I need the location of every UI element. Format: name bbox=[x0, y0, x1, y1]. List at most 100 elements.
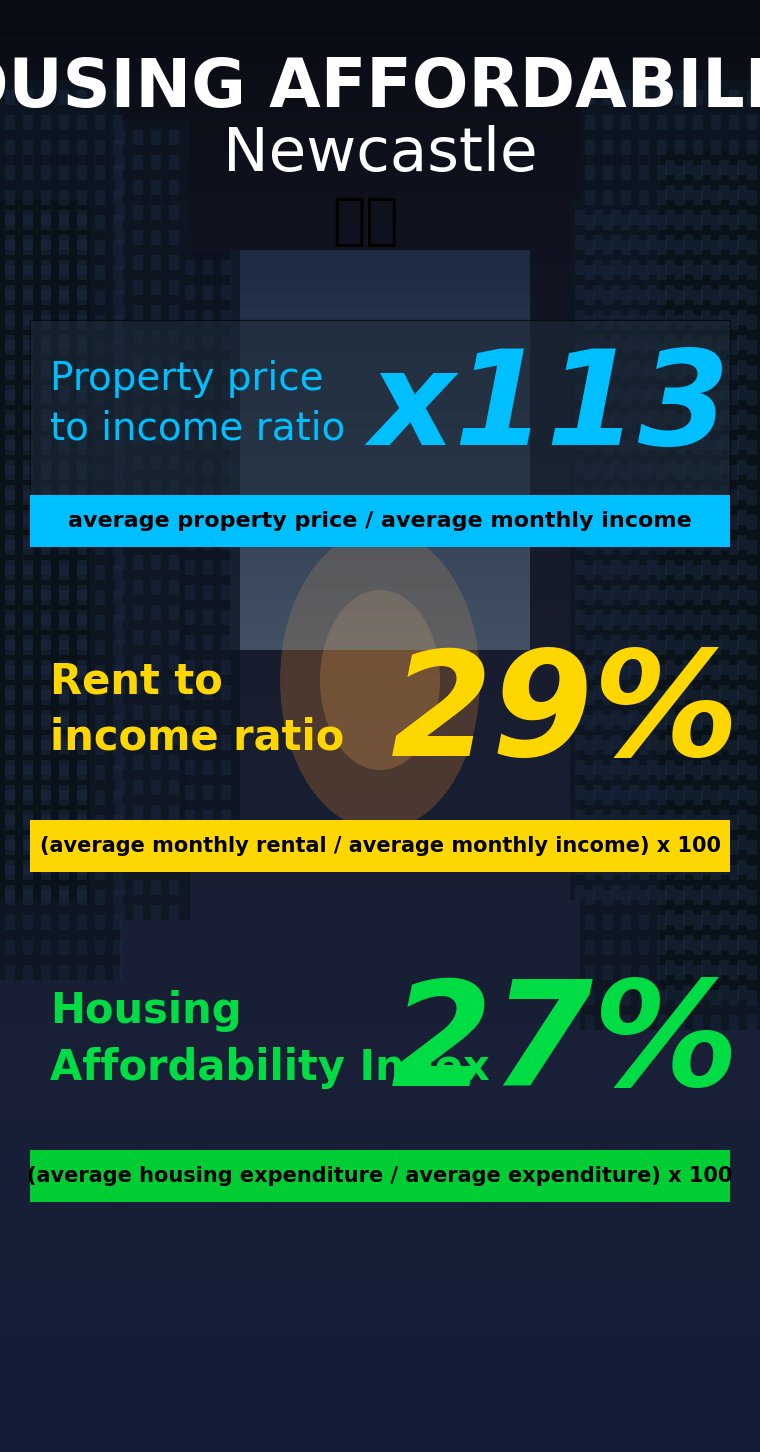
Bar bbox=[185, 360, 195, 375]
Bar bbox=[665, 960, 675, 974]
Bar bbox=[23, 240, 33, 256]
Bar bbox=[113, 315, 123, 330]
Bar bbox=[151, 855, 161, 870]
Bar bbox=[169, 155, 179, 170]
Bar bbox=[133, 655, 143, 669]
Bar bbox=[675, 190, 685, 205]
Bar bbox=[621, 690, 631, 706]
Bar bbox=[133, 256, 143, 270]
Bar bbox=[59, 534, 69, 550]
Bar bbox=[5, 966, 15, 980]
Bar bbox=[203, 285, 213, 301]
Bar bbox=[203, 759, 213, 775]
Bar bbox=[657, 415, 667, 430]
Bar bbox=[675, 640, 685, 655]
Bar bbox=[665, 935, 675, 950]
Bar bbox=[747, 465, 757, 481]
Bar bbox=[611, 211, 621, 225]
Text: Newcastle: Newcastle bbox=[223, 125, 537, 184]
Bar bbox=[701, 260, 711, 274]
Bar bbox=[203, 735, 213, 751]
Bar bbox=[675, 340, 685, 354]
Bar bbox=[77, 741, 87, 755]
Bar bbox=[41, 510, 51, 526]
Bar bbox=[603, 939, 613, 955]
Bar bbox=[59, 710, 69, 725]
Bar bbox=[59, 360, 69, 375]
Bar bbox=[23, 510, 33, 526]
Bar bbox=[41, 515, 51, 530]
Bar bbox=[59, 735, 69, 751]
Bar bbox=[151, 229, 161, 245]
Bar bbox=[133, 555, 143, 571]
Bar bbox=[719, 211, 729, 225]
Bar bbox=[59, 741, 69, 755]
Bar bbox=[221, 285, 231, 301]
Bar bbox=[711, 865, 721, 880]
Bar bbox=[629, 285, 639, 301]
Bar bbox=[169, 555, 179, 571]
Bar bbox=[133, 905, 143, 921]
Bar bbox=[711, 990, 721, 1005]
Bar bbox=[675, 166, 685, 180]
Bar bbox=[41, 485, 51, 499]
Bar bbox=[41, 661, 51, 675]
Bar bbox=[639, 565, 649, 579]
Bar bbox=[23, 534, 33, 550]
Bar bbox=[665, 661, 675, 675]
Bar bbox=[719, 635, 729, 650]
Bar bbox=[729, 190, 739, 205]
Bar bbox=[5, 915, 15, 929]
Bar bbox=[693, 440, 703, 454]
Bar bbox=[110, 121, 190, 921]
Bar bbox=[621, 90, 631, 105]
Bar bbox=[5, 841, 15, 855]
Bar bbox=[747, 1015, 757, 1029]
Bar bbox=[41, 340, 51, 354]
Bar bbox=[23, 266, 33, 280]
Bar bbox=[115, 280, 125, 295]
Bar bbox=[169, 579, 179, 595]
Bar bbox=[5, 139, 15, 155]
Bar bbox=[59, 565, 69, 579]
Bar bbox=[665, 786, 675, 800]
Bar bbox=[115, 205, 125, 221]
Bar bbox=[629, 835, 639, 849]
Bar bbox=[585, 915, 595, 929]
Bar bbox=[185, 585, 195, 600]
Bar bbox=[611, 309, 621, 325]
Bar bbox=[729, 865, 739, 880]
Bar bbox=[683, 534, 693, 550]
Bar bbox=[169, 505, 179, 520]
Bar bbox=[203, 810, 213, 825]
Bar bbox=[585, 616, 595, 630]
Bar bbox=[185, 285, 195, 301]
Bar bbox=[693, 565, 703, 579]
Bar bbox=[41, 860, 51, 876]
Bar bbox=[621, 540, 631, 555]
Bar bbox=[151, 180, 161, 195]
Bar bbox=[59, 485, 69, 499]
Bar bbox=[737, 485, 747, 499]
Bar bbox=[657, 590, 667, 605]
Bar bbox=[23, 616, 33, 630]
Bar bbox=[639, 90, 649, 105]
Bar bbox=[115, 730, 125, 745]
Bar bbox=[585, 640, 595, 655]
Bar bbox=[77, 515, 87, 530]
Bar bbox=[221, 409, 231, 425]
Bar bbox=[23, 865, 33, 880]
Bar bbox=[95, 939, 105, 955]
Bar bbox=[575, 385, 585, 399]
Bar bbox=[169, 280, 179, 295]
Bar bbox=[185, 335, 195, 350]
Bar bbox=[639, 790, 649, 804]
Bar bbox=[59, 590, 69, 605]
Bar bbox=[701, 235, 711, 250]
Bar bbox=[5, 290, 15, 305]
Bar bbox=[113, 714, 123, 730]
Bar bbox=[639, 465, 649, 481]
Bar bbox=[675, 966, 685, 980]
Bar bbox=[729, 364, 739, 380]
Bar bbox=[133, 605, 143, 620]
